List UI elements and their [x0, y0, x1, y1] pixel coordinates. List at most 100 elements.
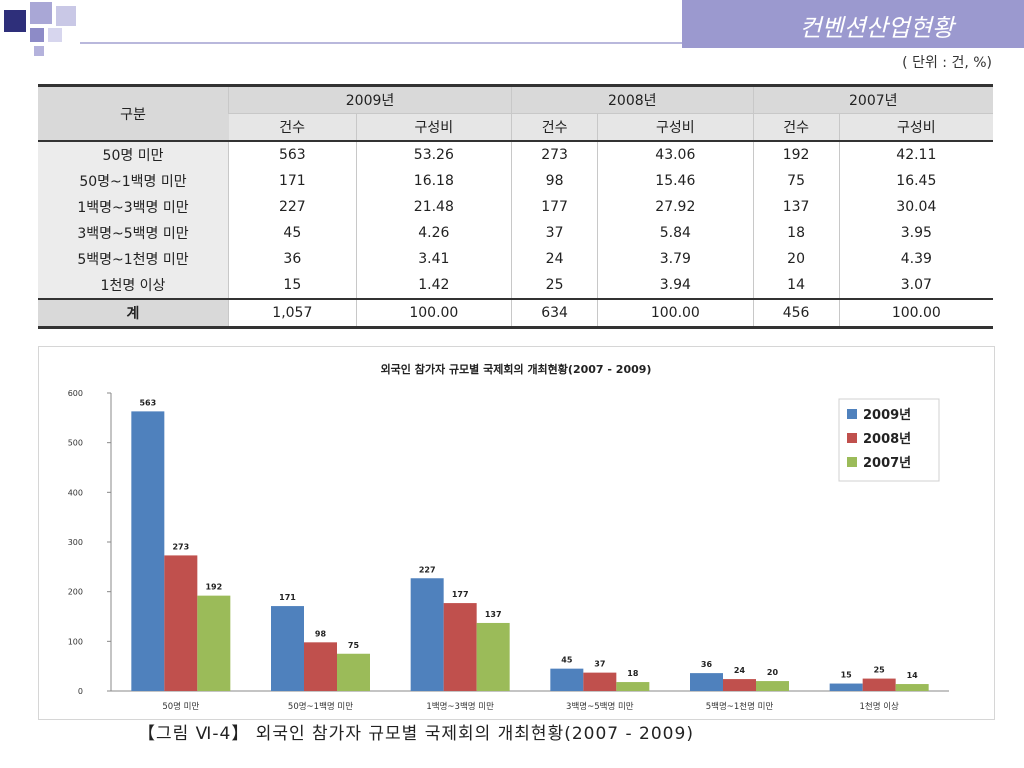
table-cell: 456 [752, 298, 840, 329]
table-cell: 171 [228, 168, 357, 194]
data-label: 45 [561, 656, 573, 665]
table-row-label: 3백명~5백명 미만 [38, 220, 229, 246]
data-label: 15 [841, 671, 853, 680]
table-total-row: 계 1,057 100.00 634 100.00 456 100.00 [38, 298, 993, 329]
table-row: 50명 미만 563 53.26 273 43.06 192 42.11 [38, 141, 993, 168]
y-tick-label: 100 [68, 637, 83, 646]
table-row-label: 50명~1백명 미만 [38, 168, 229, 194]
bar [756, 681, 789, 691]
x-tick-label: 5백명~1천명 미만 [706, 701, 774, 712]
table-cell: 273 [511, 141, 598, 168]
table-cell: 75 [752, 168, 840, 194]
bar [410, 578, 444, 691]
table-row: 1백명~3백명 미만 227 21.48 177 27.92 137 30.04 [38, 194, 993, 220]
data-label: 177 [452, 590, 469, 599]
bar [862, 678, 896, 691]
table-cell: 20 [752, 246, 840, 272]
table-year-header: 2009년 [227, 84, 512, 114]
table-cell: 14 [752, 272, 840, 299]
bar [616, 682, 650, 691]
table-sub-header: 구성비 [355, 113, 512, 142]
unit-note: ( 단위 : 건, %) [902, 55, 992, 71]
table-header-subs: 건수 구성비 건수 구성비 건수 구성비 [38, 113, 993, 142]
y-tick-label: 600 [68, 389, 83, 398]
table-header-years: 구분 2009년 2008년 2007년 [38, 84, 993, 142]
table-cell: 4.39 [838, 246, 993, 272]
y-tick-label: 300 [68, 538, 83, 547]
table-cell: 24 [511, 246, 598, 272]
x-tick-label: 3백명~5백명 미만 [566, 701, 634, 712]
legend-swatch [847, 409, 857, 419]
table-year-header: 2007년 [752, 84, 993, 114]
legend-swatch [847, 457, 857, 467]
table-cell: 100.00 [597, 298, 754, 329]
table-cell: 3.79 [597, 246, 754, 272]
data-label: 37 [594, 660, 605, 669]
table-cell: 21.48 [355, 194, 512, 220]
table-sub-header: 구성비 [597, 113, 754, 142]
header-line [80, 42, 682, 44]
bar [723, 679, 756, 691]
bar [164, 555, 198, 691]
table-cell: 100.00 [838, 298, 993, 329]
figure-caption: 【그림 Ⅵ-4】 외국인 참가자 규모별 국제회의 개최현황(2007 - 20… [138, 724, 694, 744]
table-row: 3백명~5백명 미만 45 4.26 37 5.84 18 3.95 [38, 220, 993, 246]
decor-square-lavender [48, 28, 62, 42]
table-cell: 25 [511, 272, 598, 299]
slide-title: 컨벤션산업현황 [799, 14, 954, 42]
bar [271, 606, 304, 691]
table-cell: 36 [228, 246, 357, 272]
table-cell: 5.84 [597, 220, 754, 246]
decor-square-lavender [56, 6, 76, 26]
data-label: 563 [139, 398, 156, 407]
bar [550, 668, 584, 691]
y-tick-label: 500 [68, 439, 83, 448]
data-label: 75 [348, 641, 360, 650]
bar-chart: 외국인 참가자 규모별 국제회의 개최현황(2007 - 2009) 0 100 20… [68, 362, 949, 712]
table-cell: 177 [511, 194, 598, 220]
table-cell: 1.42 [355, 272, 512, 299]
legend-label: 2007년 [863, 456, 911, 471]
data-label: 273 [172, 542, 189, 551]
table-row: 5백명~1천명 미만 36 3.41 24 3.79 20 4.39 [38, 246, 993, 272]
table-row: 1천명 이상 15 1.42 25 3.94 14 3.07 [38, 272, 993, 299]
x-tick-label: 1백명~3백명 미만 [426, 701, 494, 712]
table-cell: 137 [752, 194, 840, 220]
table-cell: 16.45 [838, 168, 993, 194]
table-cell: 45 [228, 220, 357, 246]
x-tick-label: 1천명 이상 [859, 701, 899, 712]
decor-square-lavender [30, 2, 52, 24]
data-label: 192 [205, 583, 222, 592]
data-label: 24 [734, 666, 746, 675]
decor-square-lavender [30, 28, 44, 42]
bar [304, 642, 337, 691]
table-cell: 192 [752, 141, 840, 168]
table-row-label: 5백명~1천명 미만 [38, 246, 229, 272]
table-cell: 27.92 [597, 194, 754, 220]
data-label: 25 [874, 666, 886, 675]
table-row-label: 1백명~3백명 미만 [38, 194, 229, 220]
chart-title: 외국인 참가자 규모별 국제회의 개최현황(2007 - 2009) [381, 362, 652, 376]
table-cell: 15 [228, 272, 357, 299]
bar [443, 603, 477, 691]
data-label: 98 [315, 629, 327, 638]
bar [690, 673, 723, 691]
bar [131, 411, 165, 691]
table-sub-header: 건수 [752, 113, 840, 142]
table-cell: 3.07 [838, 272, 993, 299]
data-label: 171 [279, 593, 296, 602]
x-tick-label: 50명~1백명 미만 [288, 701, 353, 712]
title-bar: 컨벤션산업현황 [682, 0, 1024, 48]
data-label: 18 [627, 669, 639, 678]
legend-swatch [847, 433, 857, 443]
table-cell: 15.46 [597, 168, 754, 194]
bar [583, 672, 617, 691]
table-cell: 563 [228, 141, 357, 168]
table-row: 50명~1백명 미만 171 16.18 98 15.46 75 16.45 [38, 168, 993, 194]
table-row-label: 50명 미만 [38, 141, 229, 168]
bar [476, 622, 510, 691]
table-year-header: 2008년 [511, 84, 754, 114]
table-cell: 227 [228, 194, 357, 220]
y-tick-label: 0 [78, 687, 83, 696]
bar [337, 653, 370, 691]
